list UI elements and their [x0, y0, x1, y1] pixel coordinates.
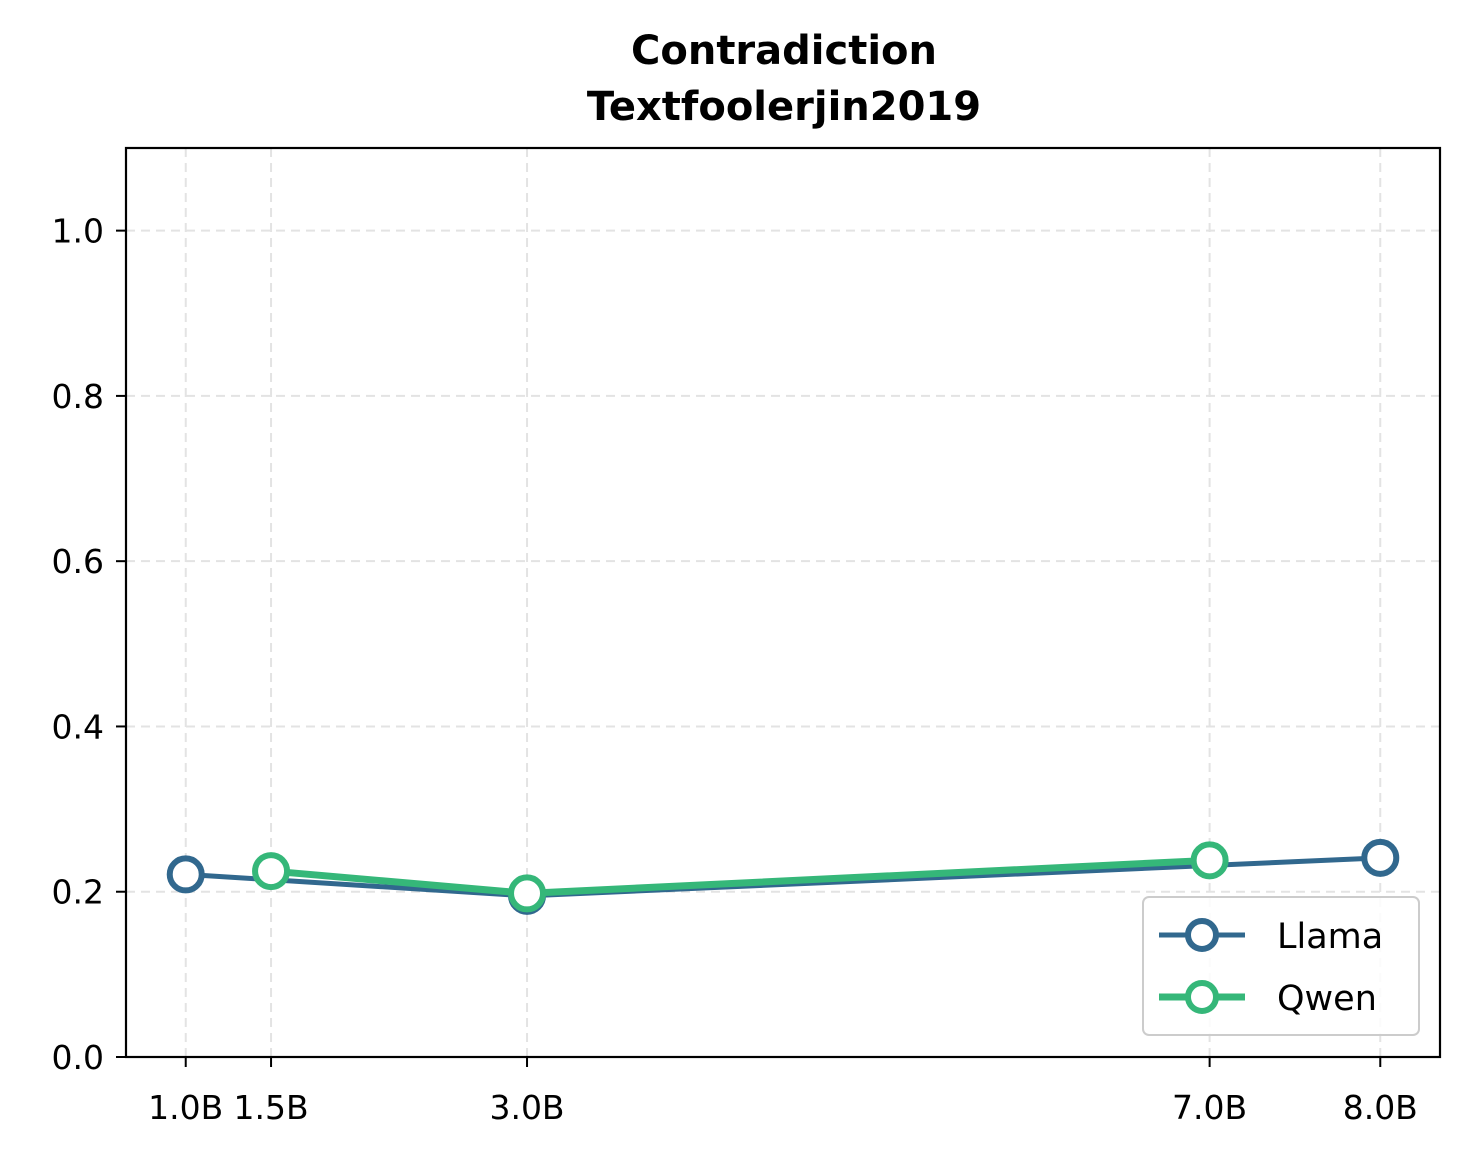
x-tick-label: 8.0B: [1343, 1088, 1418, 1127]
y-tick-label: 0.6: [52, 542, 104, 581]
y-tick-label: 0.8: [52, 377, 104, 416]
legend: Llama Qwen: [1142, 896, 1420, 1036]
axes: 0.0 0.2 0.4 0.6 0.8 1.0 1.0B 1.5B 3.0B 7.0B 8.0B: [52, 212, 1418, 1127]
data-point-llama: [1361, 838, 1400, 877]
x-tick-label: 3.0B: [489, 1088, 564, 1127]
data-point-llama: [166, 855, 205, 894]
data-point-qwen: [252, 852, 291, 891]
x-tick-label: 1.0B: [148, 1088, 223, 1127]
x-tick-label: 1.5B: [233, 1088, 308, 1127]
legend-marker-qwen: [1185, 980, 1219, 1014]
plot-frame: [124, 146, 1442, 1059]
y-tick-label: 0.4: [52, 707, 104, 746]
legend-marker-llama: [1185, 918, 1219, 952]
chart-title: Contradiction: [631, 28, 937, 74]
data-point-qwen: [508, 874, 547, 913]
legend-label-llama: Llama: [1277, 917, 1383, 957]
data-point-qwen: [1190, 841, 1229, 880]
y-tick-label: 0.2: [52, 873, 104, 912]
series: [166, 838, 1400, 915]
x-tick-label: 7.0B: [1172, 1088, 1247, 1127]
chart-subtitle: Textfoolerjin2019: [586, 84, 982, 130]
legend-label-qwen: Qwen: [1277, 979, 1377, 1019]
y-tick-label: 1.0: [52, 212, 104, 251]
y-tick-label: 0.0: [52, 1038, 104, 1077]
